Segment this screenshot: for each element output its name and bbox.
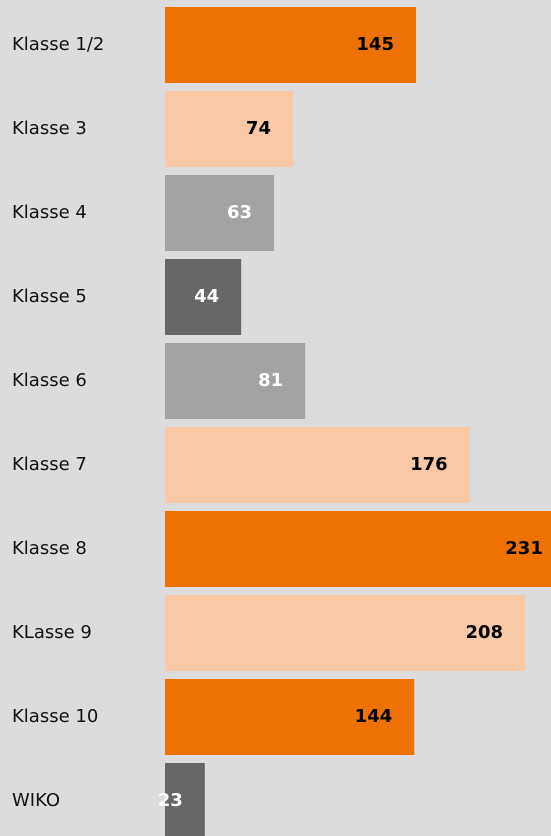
category-label: Klasse 3 (12, 118, 87, 139)
bar (165, 511, 551, 587)
category-label: Klasse 4 (12, 202, 87, 223)
value-label: 176 (410, 454, 448, 475)
category-label: Klasse 7 (12, 454, 87, 475)
category-label: Klasse 8 (12, 538, 87, 559)
value-label: 63 (227, 202, 252, 223)
value-label: 231 (505, 538, 543, 559)
bar (165, 7, 416, 83)
category-label: WIKO (12, 790, 60, 811)
bar (165, 427, 470, 503)
value-label: 145 (356, 34, 394, 55)
bar (165, 679, 415, 755)
category-label: Klasse 10 (12, 706, 98, 727)
bar (165, 175, 275, 251)
value-label: 23 (158, 790, 183, 811)
bar (165, 343, 306, 419)
bar (165, 763, 205, 836)
value-label: 44 (194, 286, 219, 307)
category-label: Klasse 5 (12, 286, 87, 307)
value-label: 144 (355, 706, 393, 727)
bar (165, 595, 526, 671)
bar (165, 91, 294, 167)
value-label: 74 (246, 118, 271, 139)
category-label: Klasse 6 (12, 370, 87, 391)
value-label: 208 (465, 622, 503, 643)
category-label: KLasse 9 (12, 622, 92, 643)
category-label: Klasse 1/2 (12, 34, 104, 55)
value-label: 81 (258, 370, 283, 391)
bar (165, 259, 242, 335)
